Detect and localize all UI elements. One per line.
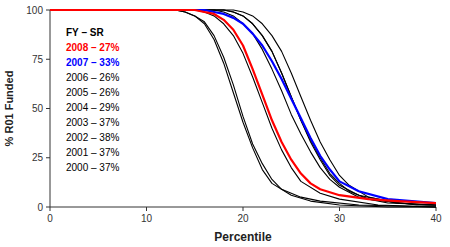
legend-entry: 2005 – 26% [66, 87, 119, 98]
series-line [50, 10, 436, 205]
x-tick [146, 207, 147, 211]
y-axis-label: % R01 Funded [3, 71, 15, 147]
series-line [50, 10, 436, 205]
legend-title: FY – SR [66, 27, 104, 38]
y-tick [46, 59, 50, 60]
y-tick [46, 108, 50, 109]
legend-entry: 2001 – 37% [66, 147, 119, 158]
y-tick [46, 10, 50, 11]
y-tick [46, 157, 50, 158]
x-tick [339, 207, 340, 211]
x-tick-label: 10 [141, 213, 153, 224]
x-axis-label: Percentile [214, 230, 272, 244]
x-tick-label: 40 [430, 213, 442, 224]
axes: 0 10 20 30 40 0 25 50 75 100 [26, 5, 442, 225]
series-line [50, 10, 436, 203]
legend: FY – SR 2008 – 27% 2007 – 33% 2006 – 26% 200… [66, 27, 119, 173]
y-tick-label: 75 [32, 54, 44, 65]
series-line [50, 10, 436, 205]
series-line [50, 10, 436, 205]
legend-entry: 2008 – 27% [66, 42, 119, 53]
series-line [50, 10, 436, 207]
legend-entry: 2002 – 38% [66, 132, 119, 143]
x-tick [243, 207, 244, 211]
series-line [50, 10, 436, 207]
series-line [50, 10, 436, 203]
legend-entry: 2003 – 37% [66, 117, 119, 128]
series-line [50, 10, 436, 207]
x-tick-label: 20 [237, 213, 249, 224]
x-tick-label: 0 [47, 213, 53, 224]
legend-entry: 2007 – 33% [66, 57, 119, 68]
x-tick [50, 207, 51, 211]
chart: 0 10 20 30 40 0 25 50 75 100 Percentile % R01 Funde… [0, 0, 450, 247]
y-tick [46, 207, 50, 208]
plot-area [50, 10, 436, 207]
legend-entry: 2006 – 26% [66, 72, 119, 83]
y-tick-label: 50 [32, 103, 44, 114]
y-tick-label: 25 [32, 152, 44, 163]
legend-entry: 2000 – 37% [66, 162, 119, 173]
x-tick-label: 30 [334, 213, 346, 224]
y-tick-label: 100 [26, 5, 43, 16]
legend-entry: 2004 – 29% [66, 102, 119, 113]
x-tick [436, 207, 437, 211]
y-tick-label: 0 [37, 202, 43, 213]
